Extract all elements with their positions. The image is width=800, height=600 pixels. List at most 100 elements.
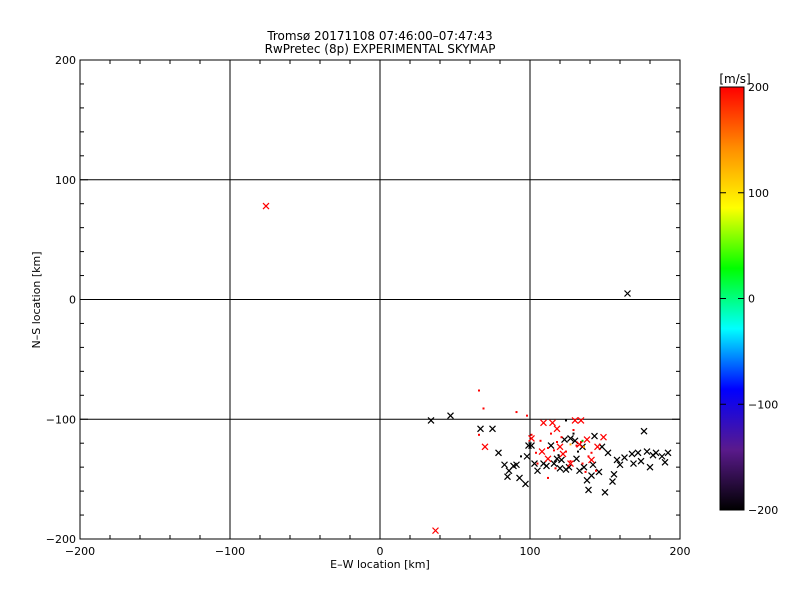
- data-point-cross: [585, 486, 592, 494]
- data-point-cross: [630, 460, 637, 467]
- data-point-cross: [640, 427, 648, 435]
- data-point-cross: [621, 454, 628, 461]
- data-point-dot: [565, 450, 567, 453]
- data-point-cross: [610, 470, 618, 478]
- data-point-cross: [594, 443, 601, 451]
- data-point-cross: [495, 449, 502, 457]
- data-point-dot: [575, 444, 578, 447]
- data-point-cross: [600, 433, 607, 441]
- data-point-cross: [634, 449, 642, 457]
- data-point-cross: [567, 434, 574, 442]
- data-point-cross: [571, 437, 579, 445]
- data-point-cross: [432, 527, 439, 535]
- data-point-cross: [664, 449, 672, 457]
- data-point-cross: [543, 462, 550, 470]
- data-point-cross: [525, 442, 532, 450]
- data-point-cross: [553, 425, 561, 433]
- data-point-cross: [616, 461, 624, 469]
- data-point-cross: [588, 456, 595, 464]
- chart-title: Tromsø 20171108 07:46:00–07:47:43: [266, 29, 492, 43]
- data-point-dot: [587, 455, 590, 458]
- x-tick-label: −100: [215, 545, 245, 558]
- data-point-cross: [504, 473, 511, 481]
- data-point-dot: [550, 432, 552, 435]
- data-point-dot: [547, 446, 549, 449]
- data-point-cross: [544, 455, 552, 463]
- data-point-dot: [565, 419, 567, 422]
- data-point-cross: [637, 457, 645, 465]
- data-point-dot: [478, 389, 480, 392]
- data-point-dot: [595, 469, 597, 472]
- data-point-cross: [661, 458, 669, 466]
- data-point-cross: [501, 461, 508, 469]
- data-point-cross: [576, 467, 583, 475]
- data-point-dot: [556, 441, 558, 444]
- data-point-cross: [658, 452, 666, 460]
- data-point-dot: [569, 460, 572, 463]
- data-point-cross: [427, 417, 435, 424]
- data-point-cross: [628, 450, 636, 458]
- data-point-dot: [482, 407, 485, 410]
- data-point-dot: [520, 455, 522, 458]
- data-point-cross: [531, 460, 538, 467]
- x-tick-label: 100: [520, 545, 541, 558]
- chart-subtitle: RwPretec (8p) EXPERIMENTAL SKYMAP: [265, 42, 496, 56]
- data-point-cross: [558, 456, 565, 464]
- y-tick-label: −200: [46, 533, 76, 546]
- colorbar-tick-label: −200: [748, 504, 778, 517]
- data-point-cross: [567, 460, 574, 467]
- data-point-dot: [590, 451, 593, 454]
- data-point-cross: [447, 412, 454, 420]
- data-point-cross: [538, 448, 546, 456]
- data-point-cross: [580, 463, 588, 471]
- colorbar-tick-label: 0: [748, 293, 755, 306]
- data-point-dot: [553, 449, 555, 452]
- data-point-cross: [577, 417, 585, 424]
- data-point-cross: [646, 463, 654, 471]
- data-point-cross: [513, 461, 520, 469]
- x-tick-label: 200: [670, 545, 691, 558]
- data-point-cross: [528, 434, 535, 442]
- data-point-dot: [583, 445, 585, 448]
- data-point-cross: [565, 463, 573, 471]
- data-point-dot: [569, 443, 572, 446]
- x-tick-label: 0: [377, 545, 384, 558]
- y-tick-label: 0: [69, 294, 76, 307]
- data-point-dot: [572, 432, 575, 435]
- data-point-cross: [588, 472, 595, 479]
- data-point-dot: [580, 441, 582, 444]
- data-point-dot: [557, 454, 560, 457]
- grid-lines: [80, 60, 680, 539]
- colorbar-ticks: 200 100 0 −100 −200: [720, 81, 778, 517]
- colorbar-label: [m/s]: [719, 72, 750, 86]
- data-point-cross: [601, 488, 609, 496]
- data-point-cross: [549, 419, 556, 427]
- data-point-cross: [604, 449, 612, 457]
- colorbar-tick-label: 200: [748, 81, 769, 94]
- data-point-dot: [577, 450, 579, 453]
- data-point-dot: [539, 439, 542, 442]
- data-point-cross: [550, 460, 558, 467]
- data-point-dot: [535, 451, 537, 454]
- data-point-cross: [591, 432, 598, 440]
- data-point-cross: [528, 442, 535, 450]
- data-point-cross: [589, 461, 597, 469]
- data-point-cross: [583, 436, 591, 444]
- data-point-cross: [516, 474, 523, 482]
- data-point-cross: [624, 290, 631, 297]
- data-point-cross: [556, 443, 564, 451]
- data-point-cross: [262, 202, 270, 210]
- data-point-cross: [481, 443, 489, 451]
- data-point-cross: [571, 417, 579, 424]
- data-point-cross: [556, 464, 564, 472]
- x-tick-label: −200: [65, 545, 95, 558]
- colorbar-tick-label: −100: [748, 398, 778, 411]
- data-point-cross: [609, 478, 616, 485]
- data-point-cross: [613, 456, 621, 464]
- data-point-cross: [573, 455, 580, 463]
- data-point-dot: [581, 462, 584, 465]
- data-point-dot: [572, 429, 575, 432]
- data-point-dot: [547, 476, 549, 479]
- axis-ticks: −200 −100 0 100 200 −200 −100 0 100 200: [46, 54, 691, 558]
